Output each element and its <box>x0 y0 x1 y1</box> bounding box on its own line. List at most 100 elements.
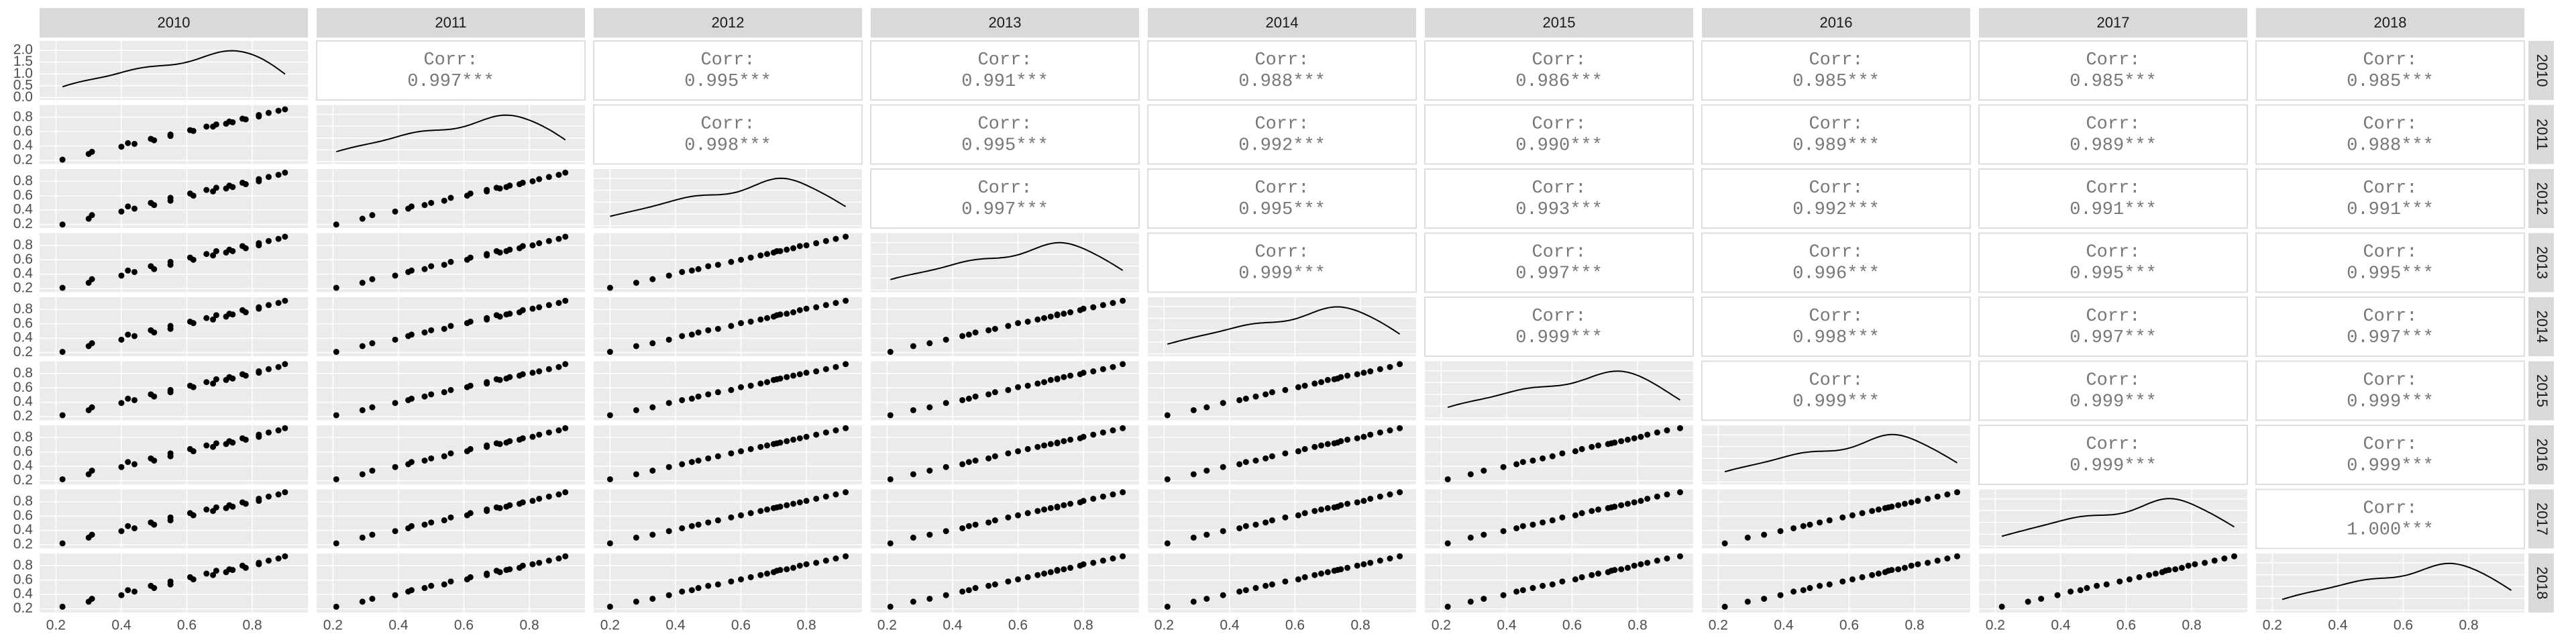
y-tick-label: 2.0 <box>13 42 33 58</box>
corr-title: Corr: <box>1532 50 1586 70</box>
x-tick-label: 0.2 <box>600 618 620 633</box>
corr-value: 0.997*** <box>1515 264 1603 284</box>
scatter-point <box>606 349 613 356</box>
scatter-point <box>1061 502 1067 508</box>
scatter-point <box>536 559 543 566</box>
scatter-point <box>125 587 131 594</box>
scatter-point <box>1915 498 1921 504</box>
scatter-point <box>1024 318 1031 325</box>
scatter-point <box>562 233 569 240</box>
scatter-point <box>1047 569 1054 576</box>
scatter-point <box>1481 596 1487 602</box>
scatter-point <box>649 404 656 411</box>
scatter-point <box>545 174 552 180</box>
scatter-point <box>1061 566 1067 573</box>
y-tick-label: 0.8 <box>13 557 33 573</box>
scatter-point <box>1777 592 1784 598</box>
scatter-point <box>738 320 745 327</box>
corr-value: 0.990*** <box>1515 136 1603 156</box>
x-tick-label: 0.8 <box>1073 618 1093 633</box>
scatter-point <box>1500 464 1507 470</box>
scatter-point <box>1869 572 1876 578</box>
scatter-point <box>1090 495 1097 502</box>
scatter-point <box>282 297 288 304</box>
scatter-point <box>738 384 745 390</box>
y-tick-label: 0.8 <box>13 109 33 124</box>
scatter-point <box>506 566 513 573</box>
y-tick-label: 0.6 <box>13 123 33 139</box>
scatter-point <box>1110 300 1116 307</box>
scatter-point <box>959 525 966 531</box>
scatter-point <box>695 393 702 400</box>
scatter-point <box>688 587 695 594</box>
scatter-point <box>1377 493 1383 500</box>
column-label: 2013 <box>989 14 1022 31</box>
x-tick-label: 0.2 <box>877 618 897 633</box>
corr-title: Corr: <box>1532 243 1586 263</box>
scatter-point <box>282 233 288 240</box>
scatter-point <box>265 493 272 500</box>
scatter-point <box>1252 458 1259 464</box>
scatter-point <box>536 368 543 375</box>
scatter-point <box>606 603 613 610</box>
scatter-point <box>1925 495 1931 502</box>
scatter-point <box>1744 598 1751 605</box>
x-tick-label: 0.8 <box>1627 618 1647 633</box>
scatter-point <box>1242 459 1249 466</box>
scatter-point <box>506 311 513 317</box>
scatter-point <box>633 534 639 541</box>
scatter-point <box>186 190 193 197</box>
scatter-point <box>1203 468 1210 474</box>
x-tick-label: 0.6 <box>177 618 197 633</box>
scatter-point <box>972 585 979 592</box>
scatter-point <box>519 435 526 441</box>
corr-panel <box>1701 232 1971 293</box>
y-tick-label: 0.5 <box>13 77 33 93</box>
scatter-point <box>1559 578 1566 585</box>
corr-title: Corr: <box>700 115 755 135</box>
corr-value: 0.995*** <box>2347 264 2434 284</box>
scatter-point <box>1761 596 1768 602</box>
scatter-point <box>428 263 435 270</box>
scatter-point <box>1638 433 1644 440</box>
scatter-point <box>1242 523 1249 529</box>
scatter-point <box>959 396 966 403</box>
scatter-point <box>688 523 695 529</box>
scatter-point <box>1549 517 1556 524</box>
scatter-point <box>1908 562 1915 569</box>
row-label: 2014 <box>2534 311 2551 343</box>
scatter-point <box>1110 491 1116 498</box>
corr-title: Corr: <box>2086 50 2140 70</box>
scatter-point <box>926 596 933 602</box>
x-tick-label: 0.6 <box>1285 618 1305 633</box>
scatter-point <box>167 258 174 265</box>
scatter-point <box>282 169 288 176</box>
scatter-point <box>392 400 398 407</box>
y-tick-label: 0.2 <box>13 537 33 552</box>
scatter-point <box>714 581 721 588</box>
scatter-point <box>213 440 219 447</box>
corr-value: 0.992*** <box>1792 200 1880 220</box>
scatter-point <box>441 517 447 524</box>
panel-background <box>40 361 308 421</box>
scatter-point <box>562 489 569 496</box>
scatter-point <box>1572 512 1578 519</box>
scatter-point <box>256 304 262 311</box>
scatter-point <box>369 596 376 602</box>
column-label: 2011 <box>435 14 466 31</box>
scatter-point <box>1120 489 1126 496</box>
corr-title: Corr: <box>977 115 1032 135</box>
scatter-point <box>1080 561 1087 568</box>
scatter-point <box>2025 598 2031 605</box>
scatter-point <box>1220 528 1226 535</box>
scatter-point <box>428 199 435 206</box>
scatter-point <box>89 596 95 602</box>
scatter-point <box>813 559 820 566</box>
column-strip <box>317 8 585 38</box>
density-curve <box>890 241 1124 280</box>
scatter-point <box>59 476 66 482</box>
scatter-point <box>985 519 992 526</box>
corr-title: Corr: <box>1809 371 1863 391</box>
row-label: 2013 <box>2534 246 2551 279</box>
scatter-point <box>757 380 764 387</box>
